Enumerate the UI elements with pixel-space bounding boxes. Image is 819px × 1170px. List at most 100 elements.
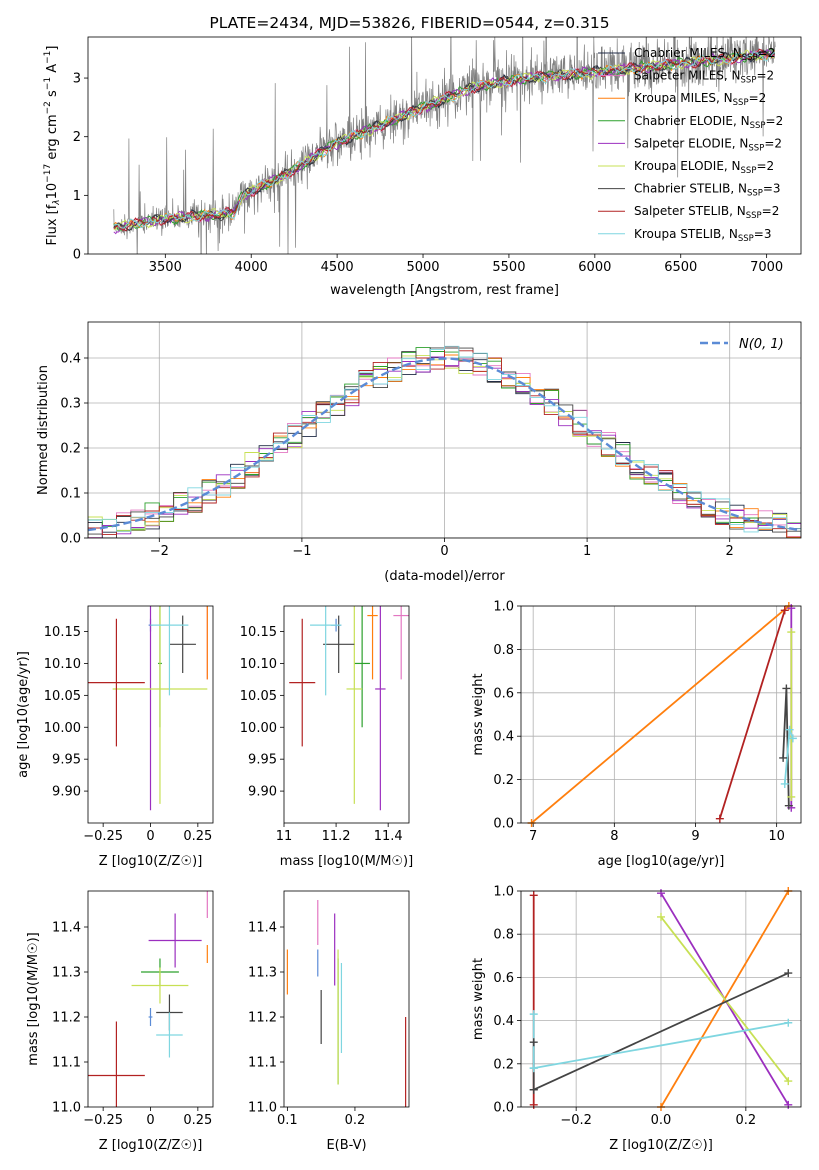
legend-label-sub: SSP: [738, 234, 754, 244]
weight-marker: [784, 801, 793, 810]
x-tick-label: 5500: [492, 260, 525, 275]
weight-marker: [784, 1100, 793, 1109]
y-tick-label: 11.4: [52, 921, 81, 936]
y-tick-label: 0.8: [493, 643, 514, 658]
x-tick-label: 0.2: [345, 1113, 366, 1128]
legend-label-suffix: =2: [758, 46, 776, 60]
weight-marker: [780, 779, 789, 788]
legend-label: Chabrier ELODIE, NSSP=2: [634, 114, 783, 131]
plot-area: [88, 891, 208, 1107]
y-tick-label: 10.10: [44, 657, 81, 672]
x-axis-label: Z [log10(Z/Z☉)]: [99, 1138, 203, 1153]
x-tick-label: 0.25: [183, 1113, 212, 1128]
legend-label-suffix: =2: [756, 159, 774, 173]
legend-label: Chabrier MILES, NSSP=2: [634, 46, 775, 63]
x-tick-label: 5000: [406, 260, 439, 275]
weight-marker: [782, 684, 791, 693]
x-tick-label: 10: [768, 829, 785, 844]
weight-marker: [529, 1010, 538, 1019]
y-tick-label: 11.4: [248, 921, 277, 936]
legend-label: Kroupa ELODIE, NSSP=2: [634, 159, 774, 176]
y-tick-label: 0.6: [493, 971, 514, 986]
legend-label-suffix: =3: [754, 227, 772, 241]
chart-title: PLATE=2434, MJD=53826, FIBERID=0544, z=0…: [209, 14, 609, 32]
legend-label-text: Salpeter ELODIE, N: [634, 136, 748, 150]
x-axis-label: age [log10(age/yr)]: [598, 854, 725, 869]
legend-label-sub: SSP: [741, 76, 757, 86]
x-tick-label: −2: [150, 544, 169, 559]
x-axis-label: E(B-V): [326, 1138, 366, 1153]
y-tick-label: 9.95: [52, 753, 81, 768]
y-tick-label: 11.3: [248, 966, 277, 981]
y-tick-label: 0.3: [60, 397, 81, 412]
x-tick-label: 9: [691, 829, 699, 844]
x-tick-label: 11: [276, 829, 293, 844]
y-tick-label: 9.90: [52, 785, 81, 800]
y-tick-label: 11.3: [52, 966, 81, 981]
x-tick-label: 6000: [578, 260, 611, 275]
y-tick-label: 11.2: [248, 1011, 277, 1026]
legend-label-text: Chabrier STELIB, N: [634, 182, 747, 196]
axes-5: −0.25 0 0.25 11.0 11.1 11.2 11.3 11.4 Z [log10(Z…: [26, 890, 214, 1153]
x-tick-label: 0.0: [651, 1113, 672, 1128]
x-axis-label: wavelength [Angstrom, rest frame]: [330, 283, 559, 298]
weight-marker: [529, 1085, 538, 1094]
y-tick-label: 10.00: [44, 721, 81, 736]
y-axis-label-part: erg cm: [45, 114, 60, 163]
y-axis-label-part: A: [45, 64, 60, 77]
y-axis-label: Normed distribution: [36, 365, 51, 495]
y-axis-label-part: −17: [43, 164, 53, 183]
x-tick-label: 11.4: [374, 829, 403, 844]
weight-marker: [657, 912, 665, 921]
y-tick-label: 0.2: [493, 773, 514, 788]
axes-frame: [283, 890, 410, 1108]
x-axis-label: Z [log10(Z/Z☉)]: [609, 1138, 713, 1153]
axes-frame: [520, 605, 802, 824]
y-tick-label: 10.15: [44, 625, 81, 640]
y-tick-label: 10.00: [240, 721, 277, 736]
legend-label-sub: SSP: [746, 211, 762, 221]
y-tick-label: 2: [73, 130, 81, 145]
x-axis-label: mass [log10(M/M☉)]: [280, 854, 413, 869]
y-tick-label: 10.05: [240, 689, 277, 704]
x-axis-label: (data-model)/error: [384, 569, 505, 584]
y-tick-label: 0: [73, 248, 81, 263]
legend-label: Salpeter STELIB, NSSP=2: [634, 204, 779, 221]
weight-marker: [529, 1064, 538, 1073]
plot-area: [521, 891, 801, 1107]
x-tick-label: 0.1: [277, 1113, 298, 1128]
weight-marker: [785, 725, 794, 734]
y-axis-label: mass weight: [471, 958, 486, 1040]
y-axis-label: mass weight: [471, 673, 486, 755]
x-tick-label: 7000: [750, 260, 783, 275]
y-tick-label: 0.2: [493, 1057, 514, 1072]
weight-marker: [787, 628, 796, 637]
legend-label-sub: SSP: [750, 121, 766, 131]
y-axis-label-part: −1: [43, 77, 53, 90]
weight-marker: [529, 891, 538, 900]
model-line: [113, 51, 775, 229]
legend-label: Kroupa MILES, NSSP=2: [634, 91, 766, 108]
axes-3: 11 11.2 11.4 9.90 9.95 10.00 10.05 10.10 10.15 ma…: [240, 605, 413, 869]
y-tick-label: 0.0: [493, 817, 514, 832]
legend-label-text: Chabrier ELODIE, N: [634, 114, 750, 128]
x-tick-label: −0.25: [83, 1113, 123, 1128]
y-tick-label: 11.0: [248, 1101, 277, 1116]
y-tick-label: 0.4: [493, 730, 514, 745]
y-axis-label-part: s: [45, 90, 60, 101]
plot-area: [289, 606, 409, 811]
weight-marker: [787, 604, 796, 613]
axes-4: 7 8 9 10 0.0 0.2 0.4 0.6 0.8 1.0 age [log10(age/yr…: [471, 600, 802, 869]
x-tick-label: 2: [726, 544, 734, 559]
legend-label: Kroupa STELIB, NSSP=3: [634, 227, 772, 244]
x-tick-label: 7: [529, 829, 537, 844]
legend-label-text: Salpeter MILES, N: [634, 69, 741, 83]
y-tick-label: 0.0: [493, 1101, 514, 1116]
x-tick-label: 0: [440, 544, 448, 559]
y-tick-label: 9.95: [248, 753, 277, 768]
y-axis-label: Flux [fλ10−17 erg cm−2 s−1 A−1]: [43, 46, 62, 246]
weight-line: [533, 972, 789, 1091]
y-tick-label: 11.2: [52, 1011, 81, 1026]
axes-2: −0.25 0 0.25 9.90 9.95 10.00 10.05 10.10 10.15 Z …: [16, 605, 214, 869]
